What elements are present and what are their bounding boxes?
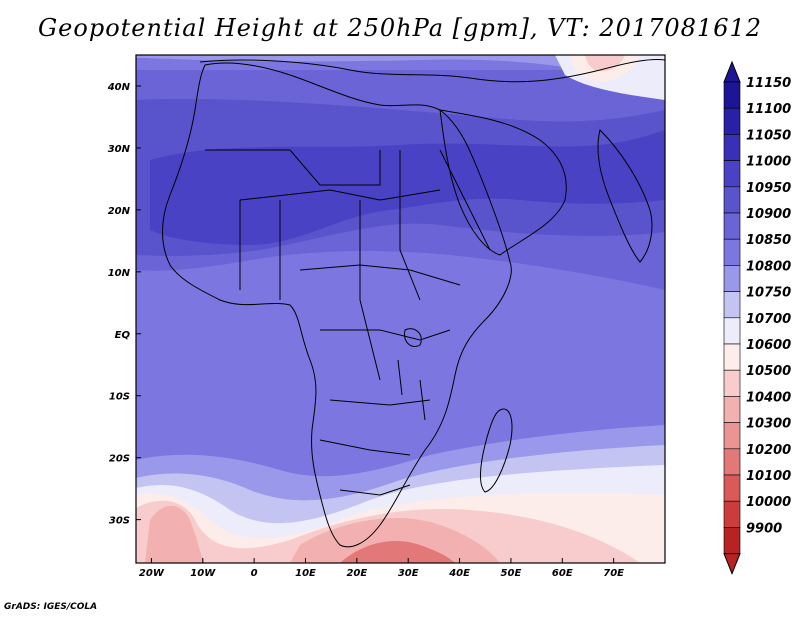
colorbar-swatch: [723, 81, 741, 109]
colorbar: 11150 11100 11050 11000 10950 10900 10850 10800…: [723, 60, 791, 575]
colorbar-label: 10300: [746, 417, 791, 432]
lon-tick-label: 60E: [552, 568, 573, 579]
colorbar-swatch: [723, 186, 741, 214]
colorbar-swatch: [723, 265, 741, 292]
colorbar-label: 10950: [746, 181, 791, 196]
border-east-2: [359, 200, 381, 381]
lon-tick-label: 50E: [501, 568, 522, 579]
lake-malawi: [419, 379, 426, 421]
border-south-1: [329, 399, 431, 406]
colorbar-swatch: [723, 238, 741, 266]
colorbar-swatch: [723, 474, 741, 502]
lat-tick-label: 30S: [109, 516, 130, 527]
colorbar-swatch: [723, 527, 741, 554]
coastlines: [162, 59, 665, 548]
contour-field: [136, 55, 665, 563]
lake-victoria: [403, 328, 422, 347]
lon-tick-label: 0: [251, 568, 258, 579]
colorbar-label: 10500: [746, 364, 791, 379]
colorbar-label: 10200: [746, 443, 791, 458]
colorbar-label: 10100: [746, 469, 791, 484]
colorbar-swatch: [723, 369, 741, 397]
colorbar-label: 10000: [746, 495, 791, 510]
credit-text: GrADS: IGES/COLA: [4, 602, 98, 612]
longitude-axis: 20W 10W 0 10E 20E 30E 40E 50E 60E 70E: [139, 558, 624, 579]
lat-tick-label: 30N: [108, 144, 131, 155]
lat-tick-label: 10S: [109, 392, 130, 403]
colorbar-swatch: [723, 291, 741, 319]
border-east-1: [399, 150, 421, 301]
red-sea: [439, 149, 491, 251]
lat-tick-label: 40N: [107, 82, 131, 93]
lat-tick-label: 20S: [109, 454, 130, 465]
lat-tick-label: 20N: [108, 206, 131, 217]
border-central-1: [299, 264, 461, 286]
colorbar-swatch: [723, 317, 741, 345]
colorbar-label: 10800: [746, 259, 791, 274]
colorbar-label: 10400: [746, 390, 791, 405]
lon-tick-label: 20E: [346, 568, 367, 579]
lake-tanganyika: [397, 359, 403, 396]
colorbar-swatch: [723, 212, 741, 240]
colorbar-label: 10600: [746, 338, 791, 353]
colorbar-swatch: [723, 107, 741, 135]
border-sahara-2: [239, 189, 441, 201]
border-south-2: [319, 439, 411, 456]
border-sahara-1: [205, 149, 381, 186]
contour-band-10200: [340, 541, 455, 563]
lat-tick-label: 10N: [108, 268, 131, 279]
europe-outline: [199, 59, 665, 83]
colorbar-label: 10850: [746, 233, 791, 248]
arabia-outline: [439, 109, 567, 256]
colorbar-swatch: [723, 160, 741, 188]
colorbar-label: 9900: [746, 521, 782, 536]
colorbar-swatch: [723, 448, 741, 476]
map-title: Geopotential Height at 250hPa [gpm], VT:…: [38, 14, 762, 42]
plot-frame: [135, 54, 666, 564]
lon-tick-label: 70E: [603, 568, 624, 579]
lon-tick-label: 20W: [139, 568, 165, 579]
colorbar-swatch: [723, 343, 741, 371]
contour-band-11000: [150, 130, 665, 245]
colorbar-swatch: [723, 134, 741, 161]
lon-tick-label: 10W: [190, 568, 216, 579]
colorbar-swatch: [723, 500, 741, 528]
india-outline: [597, 129, 653, 263]
colorbar-label: 10700: [746, 312, 791, 327]
colorbar-label: 10900: [746, 207, 791, 222]
colorbar-bottom-arrow: [723, 553, 741, 575]
colorbar-top-arrow: [723, 60, 741, 83]
colorbar-swatch: [723, 396, 741, 423]
colorbar-swatch: [723, 422, 741, 450]
border-south-3: [339, 484, 411, 496]
lat-tick-label: EQ: [115, 330, 131, 341]
colorbar-label: 11050: [746, 128, 791, 143]
colorbar-label: 11100: [746, 102, 791, 117]
latitude-axis: 40N 30N 20N 10N EQ 10S 20S 30S: [107, 82, 141, 527]
madagascar-outline: [480, 408, 513, 493]
lon-tick-label: 40E: [448, 568, 470, 579]
contour-band-northeast-pink2: [585, 55, 625, 72]
lon-tick-label: 30E: [398, 568, 419, 579]
colorbar-label: 10750: [746, 286, 791, 301]
border-central-2: [320, 329, 451, 341]
lon-tick-label: 10E: [295, 568, 316, 579]
colorbar-label: 11000: [746, 155, 791, 170]
colorbar-label: 11150: [746, 76, 791, 91]
